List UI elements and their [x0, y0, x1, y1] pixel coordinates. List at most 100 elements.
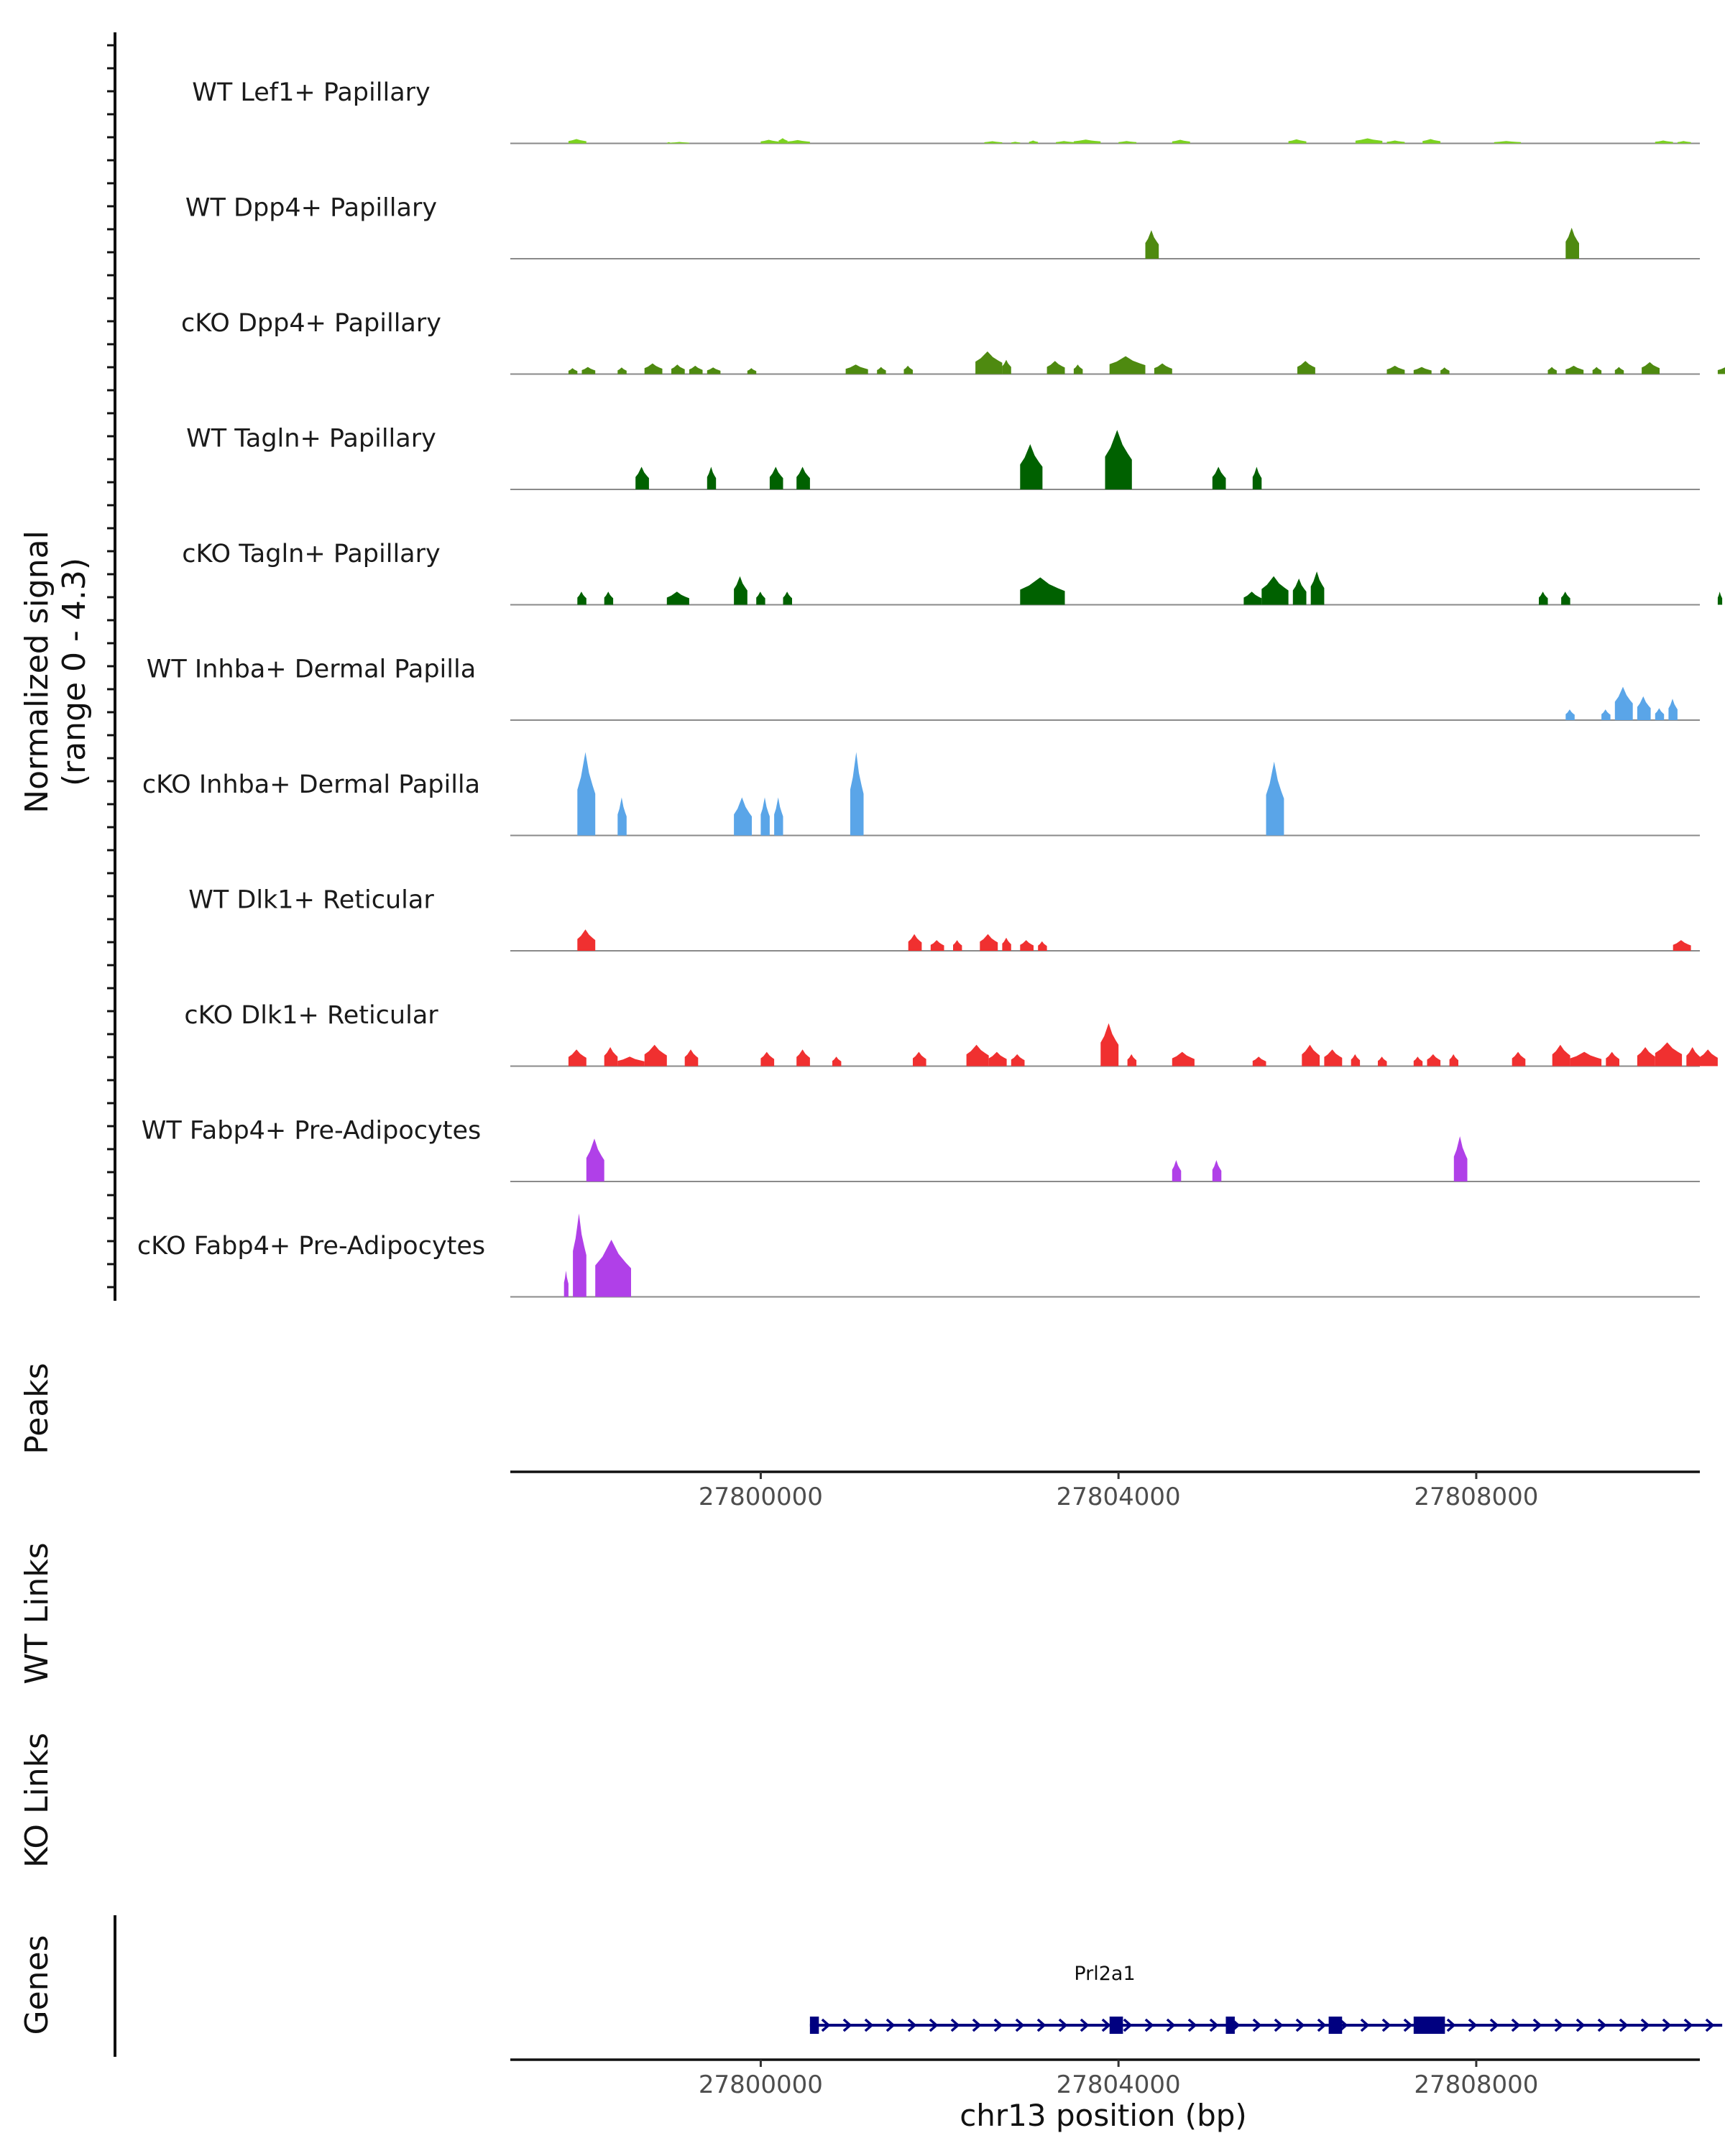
coverage-peak — [769, 466, 783, 489]
coverage-peak — [666, 142, 671, 144]
strand-arrow — [1705, 2018, 1715, 2032]
strand-arrow — [1554, 2018, 1564, 2032]
coverage-peak — [1655, 1042, 1683, 1067]
coverage-peak — [586, 1138, 604, 1181]
coverage-y-axis: Normalized signal (range 0 - 4.3) — [19, 32, 116, 1301]
coverage-peak — [1243, 591, 1262, 605]
coverage-track: WT Fabp4+ Pre-Adipocytes — [142, 1117, 1700, 1182]
coverage-peak — [707, 367, 721, 374]
coverage-peak — [1601, 709, 1611, 720]
strand-arrow — [1295, 2018, 1305, 2032]
coverage-track-label: cKO Tagln+ Papillary — [182, 540, 441, 568]
strand-arrow — [1619, 2018, 1629, 2032]
coverage-track: cKO Inhba+ Dermal Papilla — [142, 752, 1700, 837]
strand-arrow — [886, 2018, 896, 2032]
strand-arrow — [1144, 2018, 1154, 2032]
coverage-peak — [1561, 591, 1570, 605]
coverage-peak — [1212, 1160, 1222, 1181]
strand-arrow — [907, 2018, 917, 2032]
coverage-peak — [1011, 1054, 1025, 1067]
coverage-peak — [783, 591, 792, 605]
strand-arrow — [1360, 2018, 1370, 2032]
coverage-peak — [1668, 699, 1678, 720]
coverage-peak — [568, 139, 586, 144]
coverage-peak — [666, 591, 689, 605]
coverage-peak — [1266, 761, 1284, 836]
coverage-peak — [1261, 576, 1289, 605]
coverage-peak — [1440, 367, 1450, 374]
coverage-peak — [564, 1271, 569, 1297]
coverage-peak — [671, 364, 685, 374]
peaks-track-label: Peaks — [19, 1363, 55, 1454]
coverage-peak — [930, 940, 944, 951]
coverage-peak — [988, 1051, 1007, 1067]
coverage-peak — [913, 1051, 926, 1067]
coverage-peak — [644, 363, 663, 374]
strand-arrow — [1511, 2018, 1521, 2032]
coverage-peak — [778, 138, 788, 144]
strand-arrow — [1381, 2018, 1392, 2032]
coverage-peak — [966, 1044, 989, 1067]
coverage-track: WT Dlk1+ Reticular — [188, 886, 1700, 952]
coverage-peak — [908, 934, 922, 951]
genes-x-tick-label: 27808000 — [1414, 2070, 1538, 2099]
strand-arrow — [1597, 2018, 1607, 2032]
coverage-peak — [1020, 444, 1043, 489]
coverage-peak — [1386, 140, 1405, 144]
coverage-peak — [577, 929, 596, 951]
peaks-x-tick-label: 27804000 — [1057, 1483, 1181, 1511]
coverage-peak — [1100, 1023, 1119, 1067]
coverage-peak — [1109, 356, 1146, 374]
coverage-peak — [850, 752, 864, 836]
coverage-peak — [1413, 1056, 1423, 1067]
coverage-peak — [1427, 1054, 1441, 1067]
coverage-peak — [1002, 359, 1011, 374]
coverage-track: cKO Tagln+ Papillary — [182, 540, 1723, 606]
coverage-peak — [1127, 1054, 1137, 1067]
coverage-peak — [1565, 227, 1579, 259]
strand-arrow — [864, 2018, 874, 2032]
strand-arrow — [1446, 2018, 1456, 2032]
strand-arrow — [1317, 2018, 1327, 2032]
coverage-peak — [617, 1056, 645, 1067]
coverage-peak — [1288, 139, 1307, 144]
coverage-peak — [1655, 140, 1673, 144]
coverage-peak — [635, 466, 649, 489]
coverage-peak — [1302, 1044, 1320, 1067]
coverage-peak — [1029, 140, 1039, 144]
coverage-peak — [1512, 1051, 1526, 1067]
coverage-peak — [787, 139, 810, 144]
coverage-peak — [1547, 367, 1557, 374]
genes-x-tick-label: 27800000 — [699, 2070, 823, 2099]
strand-arrow — [1468, 2018, 1478, 2032]
strand-arrow — [1640, 2018, 1650, 2032]
coverage-peak — [577, 591, 586, 605]
coverage-peak — [1073, 139, 1101, 144]
coverage-peak — [1073, 364, 1083, 374]
strand-arrow — [821, 2018, 831, 2032]
gene-exon — [1109, 2017, 1123, 2034]
strand-arrow — [842, 2018, 852, 2032]
coverage-peak — [1011, 142, 1021, 144]
coverage-peak — [877, 367, 886, 374]
coverage-peak — [1378, 1056, 1387, 1067]
coverage-peak — [1212, 466, 1226, 489]
coverage-peak — [568, 1049, 586, 1067]
coverage-peak — [581, 367, 596, 374]
coverage-peak — [796, 1049, 810, 1067]
strand-arrow — [1683, 2018, 1693, 2032]
coverage-peak — [760, 1051, 775, 1067]
strand-arrow — [1576, 2018, 1586, 2032]
gene-exon — [1328, 2017, 1343, 2034]
coverage-peak — [1494, 141, 1522, 144]
strand-arrow — [1080, 2018, 1090, 2032]
coverage-peak — [1172, 139, 1190, 144]
genes-track-label: Genes — [19, 1935, 55, 2035]
coverage-peak — [1252, 466, 1262, 489]
genes-x-tick-label: 27804000 — [1057, 2070, 1181, 2099]
coverage-track: WT Lef1+ Papillary — [192, 78, 1700, 144]
strand-arrow — [1015, 2018, 1025, 2032]
strand-arrow — [1489, 2018, 1499, 2032]
coverage-track: cKO Fabp4+ Pre-Adipocytes — [137, 1213, 1700, 1298]
coverage-peak — [707, 466, 717, 489]
